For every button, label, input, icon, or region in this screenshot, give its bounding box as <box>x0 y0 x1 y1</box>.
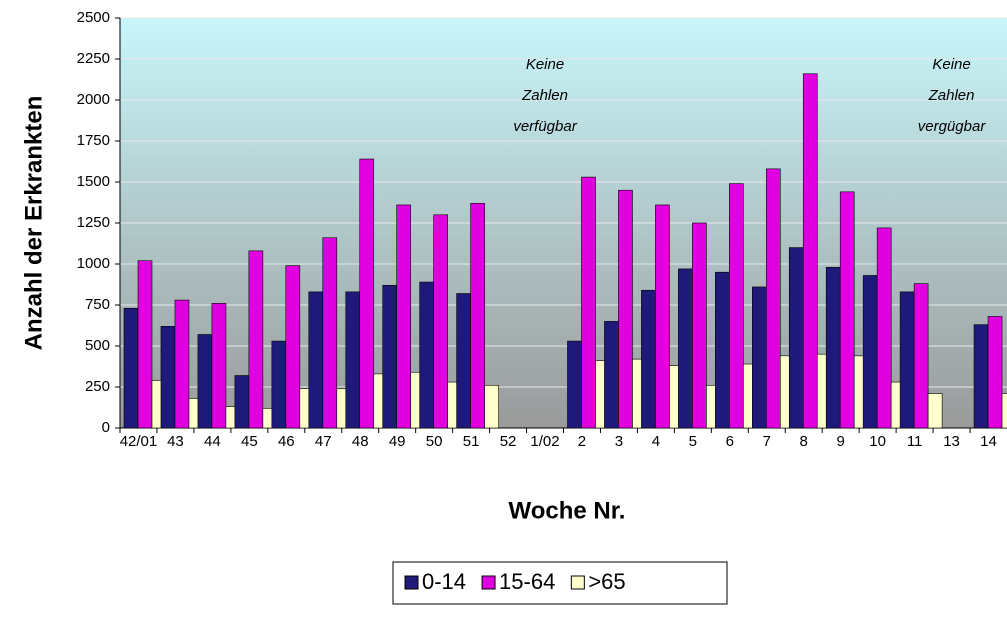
bar <box>271 340 287 429</box>
x-tick-label: 43 <box>167 433 184 450</box>
legend-label: 15-64 <box>499 569 555 594</box>
bar <box>382 285 398 429</box>
bar <box>285 265 301 429</box>
x-tick-label: 51 <box>463 433 480 450</box>
bar <box>197 334 213 429</box>
x-tick-label: 42/01 <box>120 433 158 450</box>
bar <box>715 271 730 429</box>
x-tick-label: 11 <box>907 433 923 450</box>
bar <box>788 247 804 429</box>
bar <box>345 291 361 429</box>
bar <box>456 293 471 429</box>
bar <box>322 237 338 429</box>
x-tick-label: 13 <box>943 433 960 450</box>
legend <box>392 561 728 605</box>
x-tick-label: 9 <box>837 433 845 450</box>
annotation: Keine <box>932 56 970 73</box>
bar <box>484 385 499 429</box>
y-tick-label: 1000 <box>77 255 110 272</box>
bar <box>899 291 915 429</box>
x-axis-title: Woche Nr. <box>509 497 626 524</box>
bar <box>751 286 767 429</box>
x-tick-label: 46 <box>278 433 295 450</box>
x-tick-label: 1/02 <box>530 433 559 450</box>
bar <box>581 176 596 429</box>
bar <box>802 73 818 429</box>
legend-swatch <box>481 575 496 590</box>
y-tick-label: 2000 <box>77 91 110 108</box>
legend-swatch <box>570 575 585 590</box>
bar <box>862 275 878 429</box>
x-tick-label: 50 <box>426 433 443 450</box>
bar <box>641 289 656 429</box>
annotation: Keine <box>526 56 564 73</box>
bar <box>123 307 139 429</box>
legend-label: >65 <box>588 569 625 594</box>
x-tick-label: 4 <box>652 433 660 450</box>
y-tick-label: 250 <box>85 378 110 395</box>
x-tick-label: 5 <box>689 433 697 450</box>
bar <box>359 158 375 429</box>
y-tick-label: 2250 <box>77 50 110 67</box>
y-tick-label: 1750 <box>77 132 110 149</box>
bar <box>876 227 892 429</box>
x-tick-label: 6 <box>726 433 734 450</box>
x-tick-label: 45 <box>241 433 258 450</box>
bar <box>678 268 693 429</box>
annotation: Zahlen <box>521 87 568 104</box>
y-axis-title: Anzahl der Erkrankten <box>20 96 47 351</box>
x-tick-label: 8 <box>800 433 808 450</box>
x-tick-label: 3 <box>615 433 623 450</box>
bar <box>160 326 176 429</box>
bar <box>927 393 943 429</box>
y-tick-label: 1500 <box>77 173 110 190</box>
bar <box>729 183 744 429</box>
x-tick-label: 14 <box>980 433 997 450</box>
bar <box>618 189 633 429</box>
x-tick-label: 2 <box>578 433 586 450</box>
y-tick-label: 500 <box>85 337 110 354</box>
y-tick-label: 750 <box>85 296 110 313</box>
x-tick-label: 52 <box>500 433 517 450</box>
bar <box>567 340 582 429</box>
bar <box>765 168 781 429</box>
bar <box>987 316 1003 429</box>
bar <box>604 321 619 429</box>
bar <box>825 266 841 429</box>
bar <box>839 191 855 429</box>
bar <box>419 281 434 429</box>
bar <box>396 204 412 429</box>
annotation: vergügbar <box>918 118 987 135</box>
x-tick-label: 49 <box>389 433 406 450</box>
bar <box>248 250 264 429</box>
y-tick-label: 2500 <box>77 9 110 26</box>
bar <box>913 283 929 429</box>
bar <box>692 222 707 429</box>
x-tick-label: 10 <box>869 433 886 450</box>
bar <box>1001 393 1007 429</box>
y-tick-label: 0 <box>102 419 110 436</box>
bar <box>211 303 227 429</box>
annotation: verfügbar <box>513 118 577 135</box>
x-tick-label: 48 <box>352 433 369 450</box>
bar <box>174 299 190 429</box>
bar <box>308 291 324 429</box>
x-tick-label: 47 <box>315 433 332 450</box>
bar <box>234 375 250 429</box>
bar <box>470 203 485 429</box>
annotation: Zahlen <box>928 87 975 104</box>
y-tick-label: 1250 <box>77 214 110 231</box>
bar <box>433 214 448 429</box>
bar <box>655 204 670 429</box>
x-tick-label: 7 <box>763 433 771 450</box>
bar <box>973 324 989 429</box>
bar <box>137 260 153 429</box>
legend-label: 0-14 <box>422 569 466 594</box>
legend-swatch <box>404 575 419 590</box>
x-tick-label: 44 <box>204 433 221 450</box>
